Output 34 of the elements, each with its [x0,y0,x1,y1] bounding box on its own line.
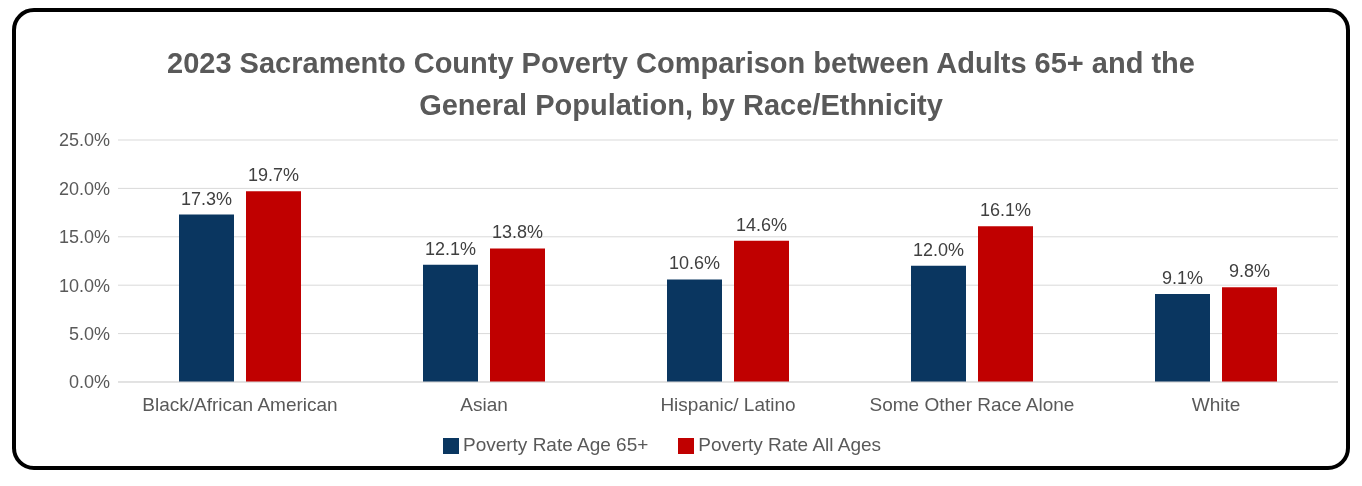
y-tick-label: 25.0% [58,130,110,151]
data-label: 16.1% [979,200,1032,221]
bar [179,214,234,382]
data-label: 9.8% [1228,261,1271,282]
legend-label: Poverty Rate All Ages [698,434,882,455]
bar [667,279,722,382]
data-label: 9.1% [1161,267,1204,288]
bar [423,264,478,382]
data-label: 10.6% [668,253,721,274]
x-tick-label: Hispanic/ Latino [660,394,796,416]
y-tick-label: 15.0% [58,227,110,248]
x-tick-label: Black/African American [142,394,338,416]
bar [1222,287,1277,382]
x-tick-label: Some Other Race Alone [869,394,1075,416]
data-label: 17.3% [180,188,233,209]
x-tick-label: White [1191,394,1241,416]
data-label: 19.7% [247,165,300,186]
bar [734,240,789,382]
bar [1155,293,1210,382]
bar [978,226,1033,382]
y-tick-label: 20.0% [58,178,110,199]
legend-label: Poverty Rate Age 65+ [462,434,649,455]
x-tick-label: Asian [460,394,508,416]
data-label: 12.0% [912,239,965,260]
data-label: 13.8% [491,222,544,243]
bar [490,248,545,382]
data-label: 12.1% [424,238,477,259]
y-tick-label: 5.0% [68,323,110,344]
y-tick-label: 10.0% [58,275,110,296]
y-tick-label: 0.0% [68,372,110,393]
chart-title: 2023 Sacramento County Poverty Comparison between Adults 65+ and the General Population, by Race/Ethnicity [166,46,1196,123]
bar [911,265,966,382]
data-label: 14.6% [735,214,788,235]
bar [246,191,301,382]
